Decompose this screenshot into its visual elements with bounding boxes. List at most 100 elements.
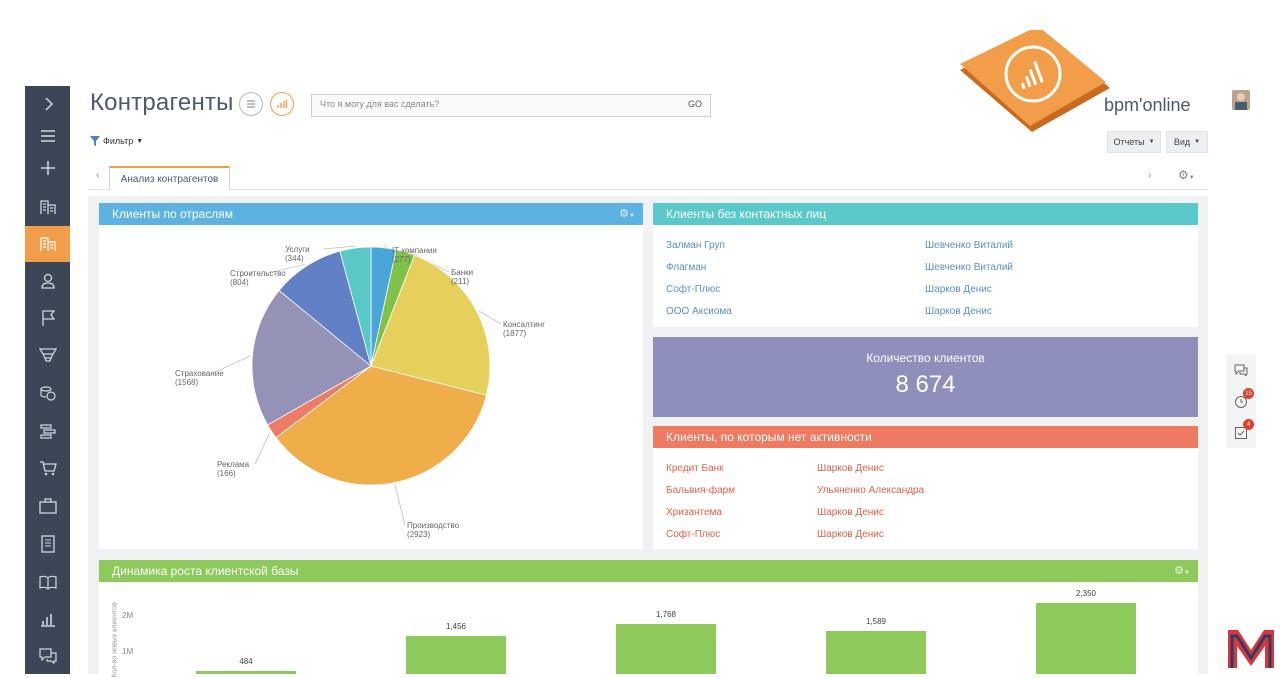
growth-bar[interactable] <box>196 670 296 674</box>
analytics-view-button[interactable] <box>270 92 294 116</box>
pie-slice-label: Реклама (166) <box>217 460 249 478</box>
sidebar-item-chat[interactable] <box>25 638 70 674</box>
search-input[interactable]: Что я могу для вас сделать? <box>320 99 440 109</box>
pie-slice-value: (804) <box>230 278 249 287</box>
list-icon <box>247 100 255 108</box>
brand-logo-tile <box>960 26 1110 140</box>
clients-count-title: Количество клиентов <box>866 351 985 365</box>
reports-label: Отчеты <box>1113 137 1145 147</box>
no-contacts-owner-link[interactable]: Шевченко Виталий <box>925 240 1014 251</box>
growth-bar[interactable] <box>616 624 716 674</box>
pie-slice[interactable] <box>275 365 487 486</box>
growth-panel-header: Динамика роста клиентской базы ⚙▼ <box>99 560 1198 582</box>
sidebar-item-funnel[interactable] <box>25 337 70 373</box>
no-contacts-panel: Клиенты без контактных лиц Залман Груп Ше… <box>653 203 1198 327</box>
no-contacts-account-link[interactable]: Софт-Плюс <box>666 284 721 295</box>
pie-slice[interactable] <box>278 250 372 368</box>
sidebar-item-process[interactable] <box>25 413 70 449</box>
right-widget-bar: 15 4 <box>1226 354 1256 448</box>
y-tick-label: 1M <box>122 647 134 656</box>
no-contacts-header: Клиенты без контактных лиц <box>653 203 1198 225</box>
sidebar-item-accounts[interactable] <box>25 226 70 262</box>
no-contacts-owner-link[interactable]: Шевченко Виталий <box>925 262 1014 273</box>
sidebar-item-coins[interactable] <box>25 375 70 411</box>
coins-icon <box>39 386 56 401</box>
no-activity-owner-link[interactable]: Шарков Денис <box>817 529 884 540</box>
sidebar-item-chart[interactable] <box>25 601 70 637</box>
growth-bar[interactable] <box>1036 603 1136 674</box>
brand-name: bpm'online <box>1104 95 1191 115</box>
cart-icon <box>39 461 57 476</box>
no-activity-panel: Клиенты, по которым нет активности Креди… <box>653 426 1198 549</box>
tab-scroll-right[interactable]: › <box>1148 170 1152 181</box>
no-activity-account-link[interactable]: Софт-Плюс <box>666 529 721 540</box>
search-go-button[interactable]: GO <box>687 99 702 109</box>
sidebar-item-buildings[interactable] <box>25 189 70 225</box>
no-contacts-account-link[interactable]: Залман Груп <box>666 240 725 251</box>
sidebar-item-flag[interactable] <box>25 300 70 336</box>
growth-bar[interactable] <box>826 630 926 674</box>
sidebar-item-document[interactable] <box>25 526 70 562</box>
pie-slice-value: (1877) <box>503 329 527 338</box>
sidebar-item-cart[interactable] <box>25 450 70 486</box>
growth-bar[interactable] <box>406 635 506 674</box>
reports-button[interactable]: Отчеты ▼ <box>1107 131 1161 153</box>
dashboard-settings-button[interactable]: ⚙▼ <box>1178 168 1195 182</box>
filter-button[interactable]: Фильтр ▼ <box>90 136 143 146</box>
no-contacts-account-link[interactable]: ООО Аксиома <box>666 306 732 317</box>
no-activity-owner-link[interactable]: Ульяненко Александра <box>817 485 925 496</box>
clients-count-value: 8 674 <box>895 371 956 398</box>
pie-slice-name: Консалтинг <box>503 320 546 329</box>
flag-icon <box>41 310 55 326</box>
pie-slice-name: Страхование <box>175 369 224 378</box>
no-activity-account-link[interactable]: Кредит Банк <box>666 463 724 474</box>
pie-panel-title: Клиенты по отраслям <box>112 207 233 221</box>
clock-icon[interactable] <box>1234 395 1248 409</box>
sidebar-item-briefcase[interactable] <box>25 488 70 524</box>
sidebar-item-contact[interactable] <box>25 263 70 299</box>
no-activity-header: Клиенты, по которым нет активности <box>653 426 1198 448</box>
pie-slice[interactable] <box>339 246 372 367</box>
no-activity-owner-link[interactable]: Шарков Денис <box>817 507 884 518</box>
no-activity-title: Клиенты, по которым нет активности <box>666 430 872 444</box>
sidebar-item-plus[interactable] <box>25 150 70 186</box>
chat-icon[interactable] <box>1234 364 1248 376</box>
gear-icon[interactable]: ⚙▼ <box>619 208 635 220</box>
no-contacts-account-link[interactable]: Флагман <box>666 262 707 273</box>
bar-value-label: 1,589 <box>865 616 887 626</box>
no-contacts-owner-link[interactable]: Шарков Денис <box>925 306 992 317</box>
pie-panel-header: Клиенты по отраслям ⚙▼ <box>99 203 643 225</box>
view-button[interactable]: Вид ▼ <box>1166 131 1208 153</box>
search-box[interactable]: Что я могу для вас сделать? GO <box>311 94 711 117</box>
notifications-badge: 15 <box>1243 388 1254 399</box>
no-activity-account-link[interactable]: Бальвия-фарм <box>666 485 736 496</box>
no-activity-owner-link[interactable]: Шарков Денис <box>817 463 884 474</box>
pie-slice[interactable] <box>370 254 491 396</box>
plus-icon <box>40 161 55 175</box>
pie-slice-label: Банки (211) <box>451 268 473 286</box>
sidebar-item-menu[interactable] <box>25 118 70 154</box>
chart-icon <box>40 614 55 627</box>
briefcase-icon <box>38 498 57 514</box>
growth-panel-title: Динамика роста клиентской базы <box>112 564 299 578</box>
chevron-down-icon: ▼ <box>1194 139 1201 145</box>
avatar[interactable] <box>1232 90 1250 110</box>
pie-slice-value: (277) <box>392 255 411 264</box>
pie-leader-line <box>478 310 502 325</box>
pie-leader-line <box>322 245 356 250</box>
list-view-button[interactable] <box>239 92 263 116</box>
tab-scroll-left[interactable]: ‹ <box>96 170 100 181</box>
pie-slice[interactable] <box>251 289 372 426</box>
no-contacts-owner-link[interactable]: Шарков Денис <box>925 284 992 295</box>
pie-leader-line <box>394 484 406 526</box>
y-tick-label: 3M <box>122 582 133 584</box>
pie-slice-name: Реклама <box>217 460 250 469</box>
sidebar-item-chevron-right[interactable] <box>25 86 70 122</box>
pie-slice-name: IT компании <box>392 246 437 255</box>
tab-analysis[interactable]: Анализ контрагентов <box>109 166 230 190</box>
sidebar-item-book[interactable] <box>25 564 70 600</box>
gear-icon[interactable]: ⚙▼ <box>1174 565 1190 577</box>
tasks-icon[interactable] <box>1234 426 1248 440</box>
funnel-icon <box>38 348 57 362</box>
no-activity-account-link[interactable]: Хризантема <box>666 507 722 518</box>
